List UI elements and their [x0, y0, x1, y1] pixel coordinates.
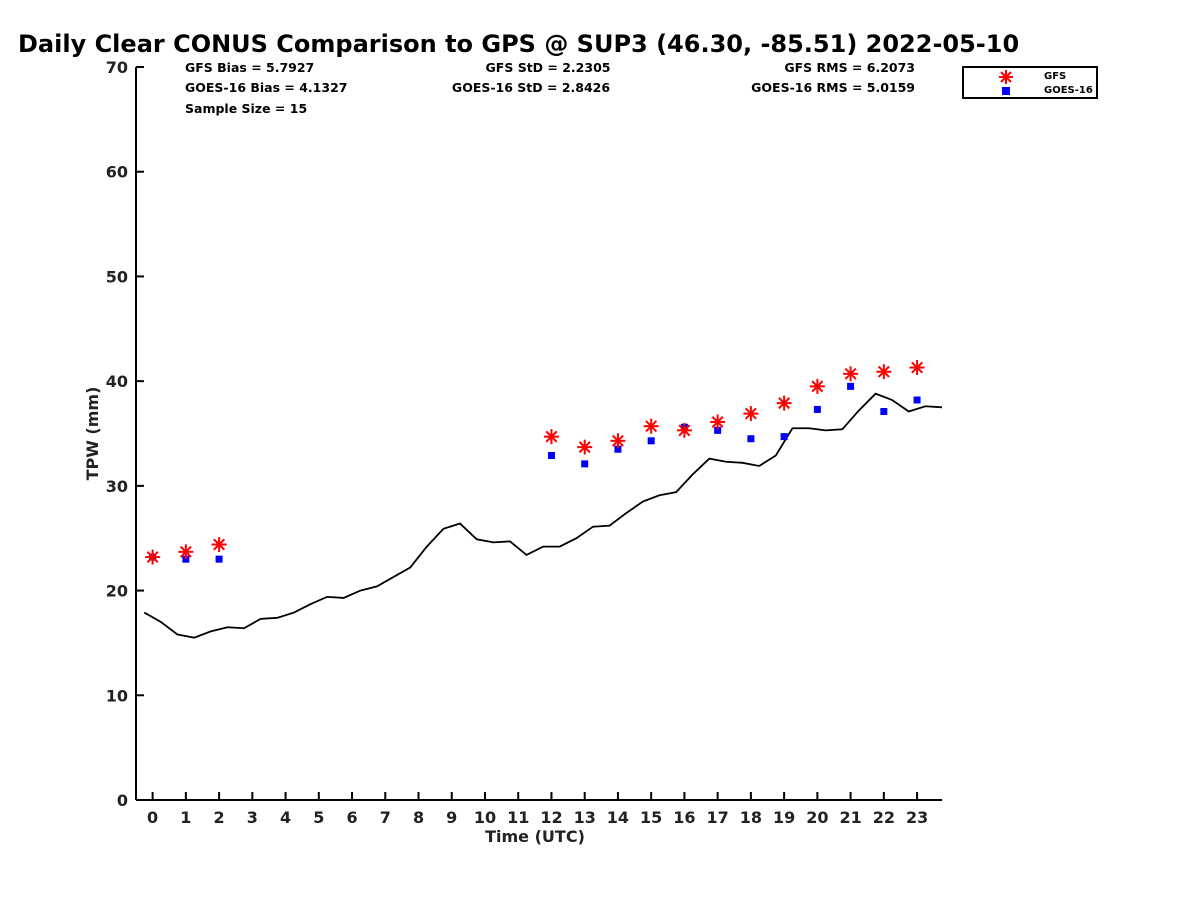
gfs-point — [843, 366, 859, 382]
goes16-point — [714, 426, 722, 434]
x-tick-label: 8 — [413, 808, 424, 827]
gfs-point — [145, 549, 161, 565]
gfs-point — [876, 364, 892, 380]
y-tick-label: 50 — [106, 267, 128, 286]
y-tick-label: 30 — [106, 477, 128, 496]
stat-goes-bias: GOES-16 Bias = 4.1327 — [185, 80, 348, 95]
stat-gfs-std: GFS StD = 2.2305 — [485, 60, 611, 75]
x-tick-label: 11 — [507, 808, 529, 827]
x-tick-label: 22 — [873, 808, 895, 827]
legend-label-gfs: GFS — [1044, 71, 1067, 82]
goes16-point — [647, 437, 655, 445]
x-tick-label: 9 — [446, 808, 457, 827]
x-tick-label: 12 — [540, 808, 562, 827]
gfs-point-stroke — [911, 361, 924, 374]
gfs-point — [743, 406, 759, 422]
legend: GFS GOES-16 — [962, 66, 1098, 99]
gfs-point-stroke — [711, 416, 724, 428]
goes16-point — [547, 451, 555, 459]
gfs-point — [676, 422, 692, 438]
gfs-point-stroke — [778, 397, 791, 410]
x-tick-label: 16 — [673, 808, 695, 827]
goes16-point — [847, 382, 855, 390]
gfs-point — [809, 378, 825, 394]
x-tick-label: 2 — [214, 808, 225, 827]
x-tick-label: 3 — [247, 808, 258, 827]
gfs-point — [178, 544, 194, 560]
y-tick-label: 20 — [106, 582, 128, 601]
y-tick-label: 40 — [106, 372, 128, 391]
stat-goes-std: GOES-16 StD = 2.8426 — [451, 80, 611, 95]
goes16-point — [780, 433, 788, 441]
gfs-point — [543, 429, 559, 445]
gfs-point-stroke — [744, 407, 757, 420]
gfs-point-stroke — [811, 380, 824, 393]
x-tick-label: 0 — [147, 808, 158, 827]
x-tick-label: 5 — [313, 808, 324, 827]
x-tick-label: 20 — [806, 808, 828, 827]
x-tick-label: 21 — [839, 808, 861, 827]
x-tick-label: 15 — [640, 808, 662, 827]
goes16-point — [913, 396, 921, 404]
x-tick-label: 18 — [740, 808, 762, 827]
gfs-point-stroke — [678, 424, 691, 437]
gfs-point — [610, 433, 626, 449]
gfs-point — [643, 418, 659, 434]
goes16-point — [880, 408, 888, 416]
x-tick-label: 7 — [380, 808, 391, 827]
gfs-point — [909, 360, 925, 376]
y-tick-label: 10 — [106, 686, 128, 705]
y-tick-label: 70 — [106, 58, 128, 77]
y-tick-label: 60 — [106, 163, 128, 182]
x-tick-label: 17 — [707, 808, 729, 827]
goes16-point — [581, 460, 589, 468]
x-tick-label: 10 — [474, 808, 496, 827]
legend-entry-goes: GOES-16 — [964, 84, 1096, 98]
gfs-point — [776, 395, 792, 411]
goes16-point — [813, 405, 821, 413]
stat-gfs-rms: GFS RMS = 6.2073 — [784, 60, 915, 75]
x-tick-label: 6 — [346, 808, 357, 827]
x-tick-label: 4 — [280, 808, 291, 827]
x-tick-label: 23 — [906, 808, 928, 827]
gfs-point — [577, 439, 593, 455]
gfs-point-stroke — [611, 434, 624, 447]
gfs-point-stroke — [877, 365, 890, 378]
stat-gfs-bias: GFS Bias = 5.7927 — [185, 60, 315, 75]
x-tick-label: 1 — [180, 808, 191, 827]
x-tick-label: 14 — [607, 808, 629, 827]
x-tick-label: 13 — [574, 808, 596, 827]
stat-sample-size: Sample Size = 15 — [185, 101, 308, 116]
y-tick-label: 0 — [117, 791, 128, 810]
legend-label-goes: GOES-16 — [1044, 85, 1093, 96]
goes16-point — [747, 435, 755, 443]
gfs-point-stroke — [179, 545, 192, 558]
gfs-point-stroke — [578, 441, 591, 454]
gfs-point-stroke — [146, 551, 159, 564]
y-axis-label: TPW (mm) — [83, 387, 102, 481]
goes16-point — [614, 445, 622, 453]
gfs-point-stroke — [213, 538, 226, 551]
gfs-point — [211, 536, 227, 552]
gfs-point — [710, 414, 726, 430]
gfs-point-stroke — [545, 430, 558, 443]
x-tick-label: 19 — [773, 808, 795, 827]
gfs-point-stroke — [844, 367, 857, 380]
x-axis-label: Time (UTC) — [485, 827, 585, 846]
gfs-point-stroke — [645, 420, 658, 433]
chart-title: Daily Clear CONUS Comparison to GPS @ SU… — [18, 30, 1020, 58]
gps-tpw-line — [143, 392, 943, 639]
asterisk-icon — [999, 70, 1013, 84]
goes16-point — [215, 555, 223, 563]
legend-entry-gfs: GFS — [964, 70, 1096, 84]
stat-goes-rms: GOES-16 RMS = 5.0159 — [751, 80, 915, 95]
square-icon — [1002, 87, 1010, 95]
